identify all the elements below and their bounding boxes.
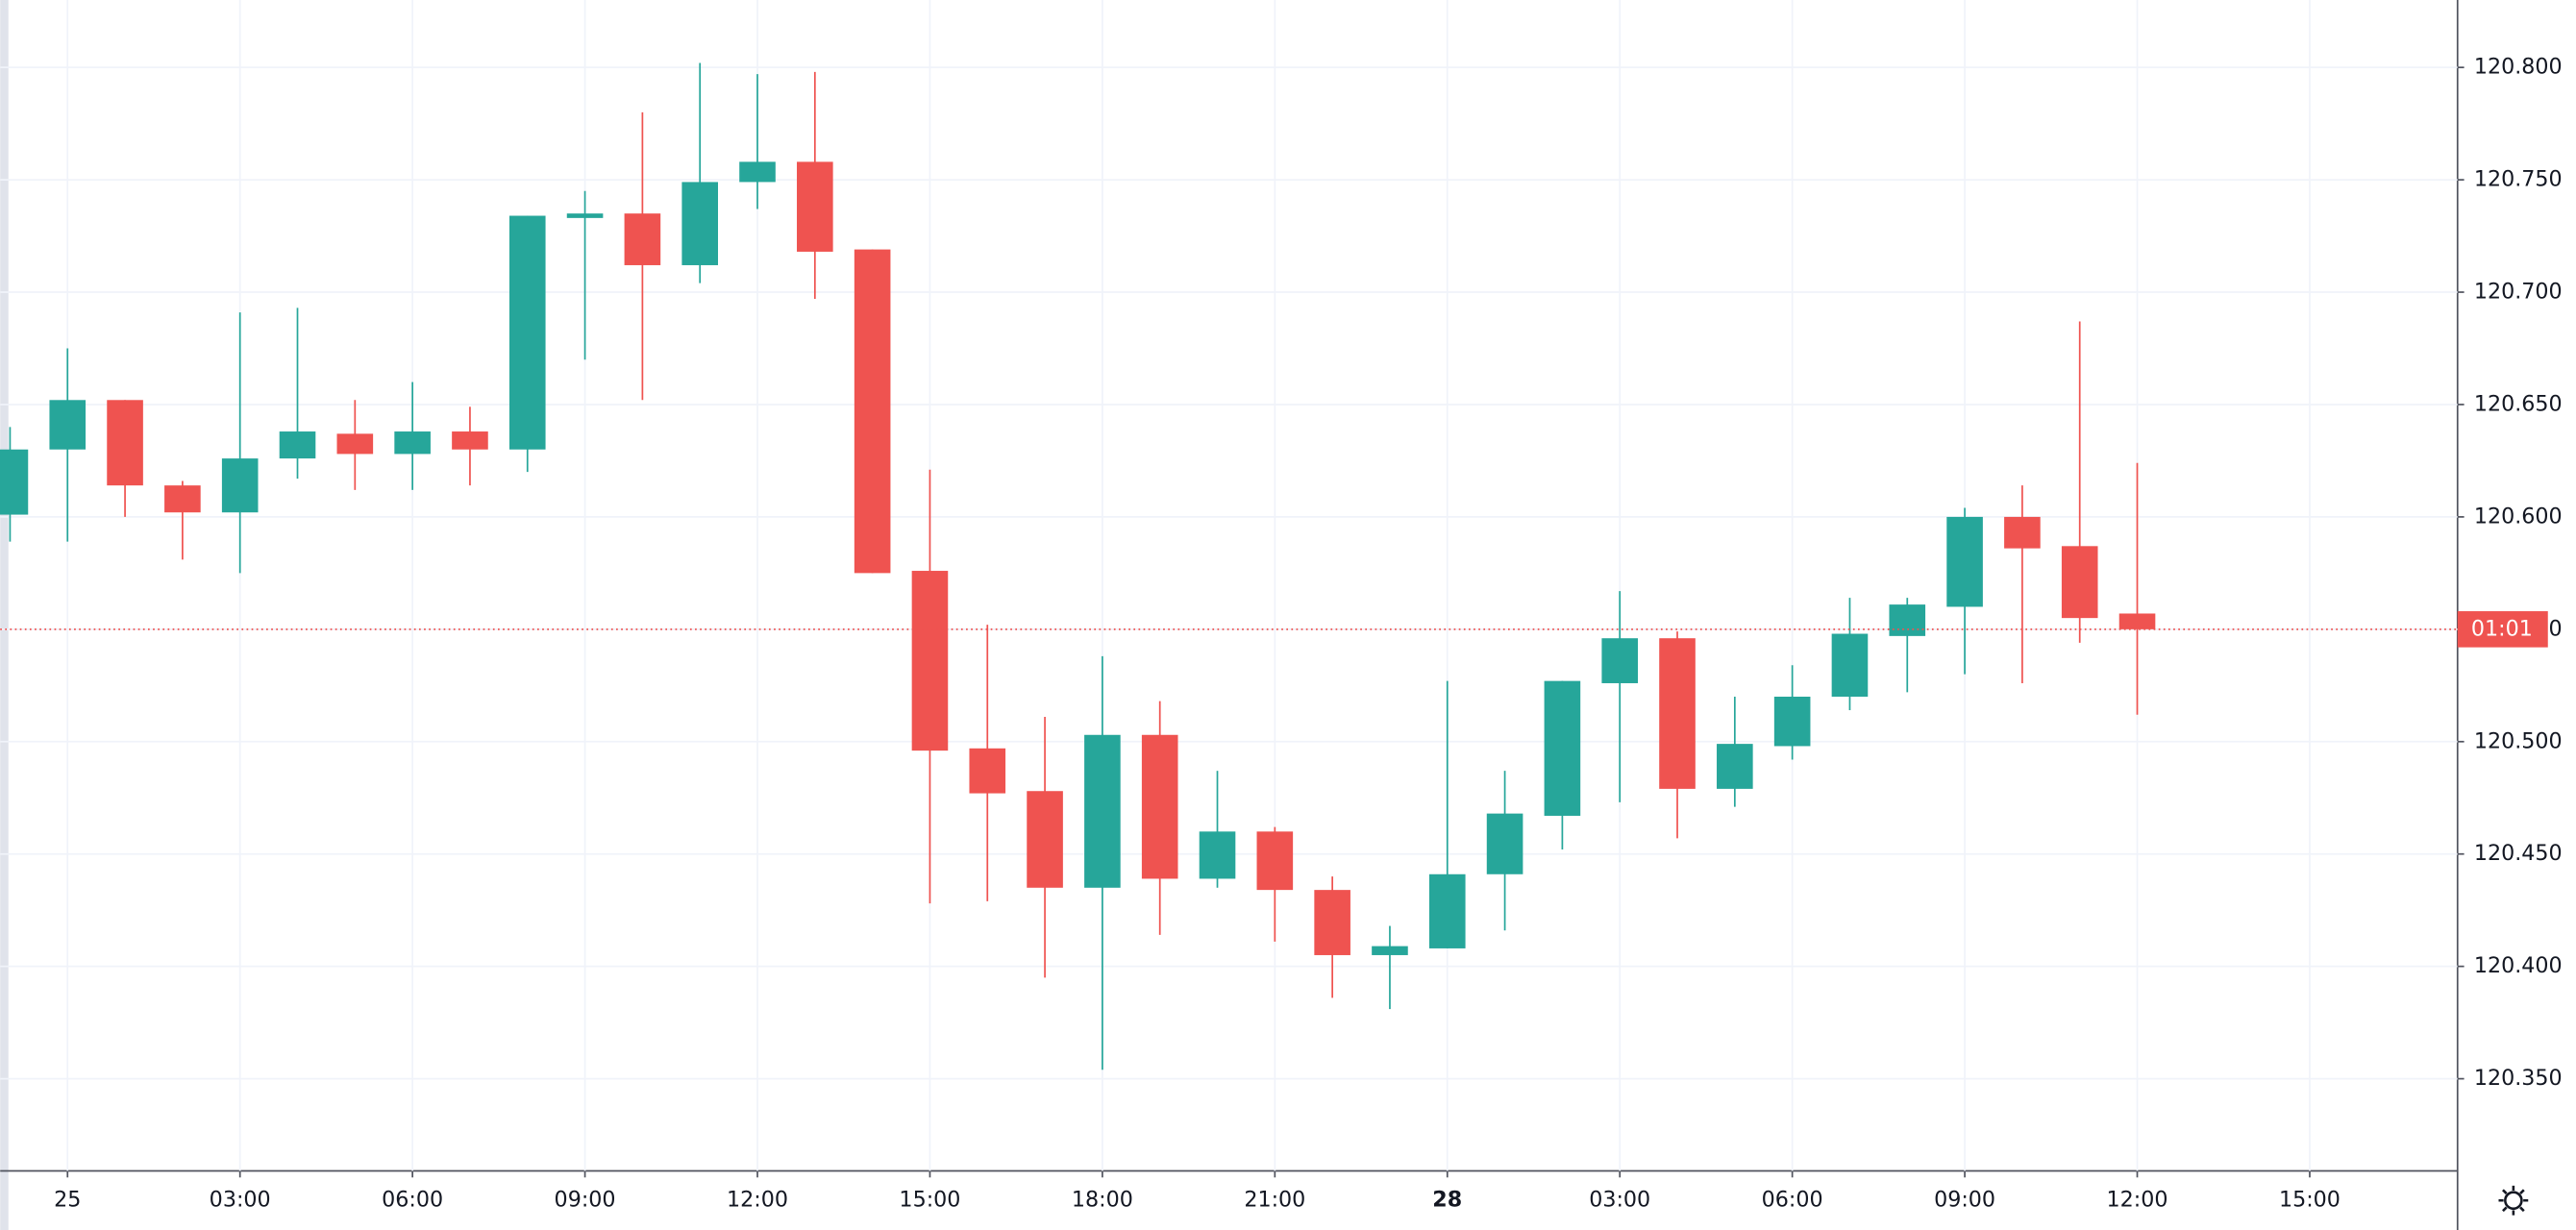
y-tick-label: 120.600 <box>2474 504 2563 529</box>
candle-body <box>681 182 718 265</box>
candle-body <box>2118 613 2156 629</box>
y-tick-label: 120.800 <box>2474 55 2563 80</box>
candle-body <box>1256 831 1294 891</box>
x-tick-label: 09:00 <box>1934 1188 1995 1213</box>
x-tick-label: 25 <box>54 1188 81 1213</box>
x-tick-label: 06:00 <box>382 1188 443 1213</box>
candle-body <box>452 431 488 450</box>
candle-body <box>508 215 546 450</box>
countdown-label: 01:01 <box>2471 616 2533 641</box>
y-tick-label: 120.450 <box>2474 841 2563 866</box>
candle-body <box>336 433 374 455</box>
candle-body <box>1314 890 1350 955</box>
left-edge <box>0 0 9 1230</box>
candle-body <box>911 571 949 751</box>
candle-body <box>1831 633 1869 698</box>
candle-body <box>1486 813 1523 874</box>
candle-body <box>854 249 891 574</box>
candle-body <box>624 213 661 265</box>
candle-body <box>1946 516 1983 607</box>
x-tick-label: 06:00 <box>1762 1188 1823 1213</box>
x-tick-label: 03:00 <box>1589 1188 1650 1213</box>
candle-body <box>797 161 833 252</box>
icon-rays <box>2498 1185 2529 1216</box>
candle-body <box>1717 744 1753 789</box>
candle-body <box>1889 604 1926 636</box>
x-tick-label: 12:00 <box>727 1188 788 1213</box>
y-tick-label: 120.500 <box>2474 728 2563 753</box>
candle-body <box>0 449 29 515</box>
countdown-badge <box>2457 611 2548 648</box>
candle-body <box>566 213 604 218</box>
candle-body <box>1773 697 1811 747</box>
y-tick-label: 120.700 <box>2474 280 2563 305</box>
x-tick-label: 15:00 <box>899 1188 960 1213</box>
candle-body <box>1141 734 1178 879</box>
candle-body <box>164 485 201 513</box>
candle-body <box>279 431 316 459</box>
candle-body <box>1659 638 1696 789</box>
candle-body <box>394 431 431 455</box>
candle-body <box>49 400 87 450</box>
candle-body <box>1544 680 1581 816</box>
candle-body <box>2061 546 2098 619</box>
y-tick-label: 120.400 <box>2474 953 2563 978</box>
candle-body <box>969 748 1006 794</box>
candle-body <box>1084 734 1121 888</box>
candle-body <box>1372 946 1408 955</box>
x-tick-label: 28 <box>1432 1188 1462 1213</box>
icon-ring <box>2504 1191 2523 1211</box>
x-tick-label: 18:00 <box>1072 1188 1133 1213</box>
candle-body <box>1601 638 1639 683</box>
x-tick-label: 03:00 <box>210 1188 271 1213</box>
x-tick-label: 21:00 <box>1244 1188 1305 1213</box>
candle-body <box>221 458 259 513</box>
candle-body <box>739 161 776 183</box>
x-tick-label: 09:00 <box>555 1188 616 1213</box>
candle-body <box>1199 831 1236 879</box>
candle-body <box>1027 791 1063 888</box>
x-tick-label: 12:00 <box>2107 1188 2168 1213</box>
y-tick-label: 120.750 <box>2474 167 2563 192</box>
candle-body <box>1428 873 1466 948</box>
candle-body <box>107 400 143 486</box>
candle-body <box>2004 516 2041 549</box>
settings-icon[interactable] <box>2498 1185 2529 1216</box>
y-tick-label: 120.650 <box>2474 391 2563 416</box>
x-tick-label: 15:00 <box>2279 1188 2341 1213</box>
y-tick-label: 120.350 <box>2474 1066 2563 1091</box>
